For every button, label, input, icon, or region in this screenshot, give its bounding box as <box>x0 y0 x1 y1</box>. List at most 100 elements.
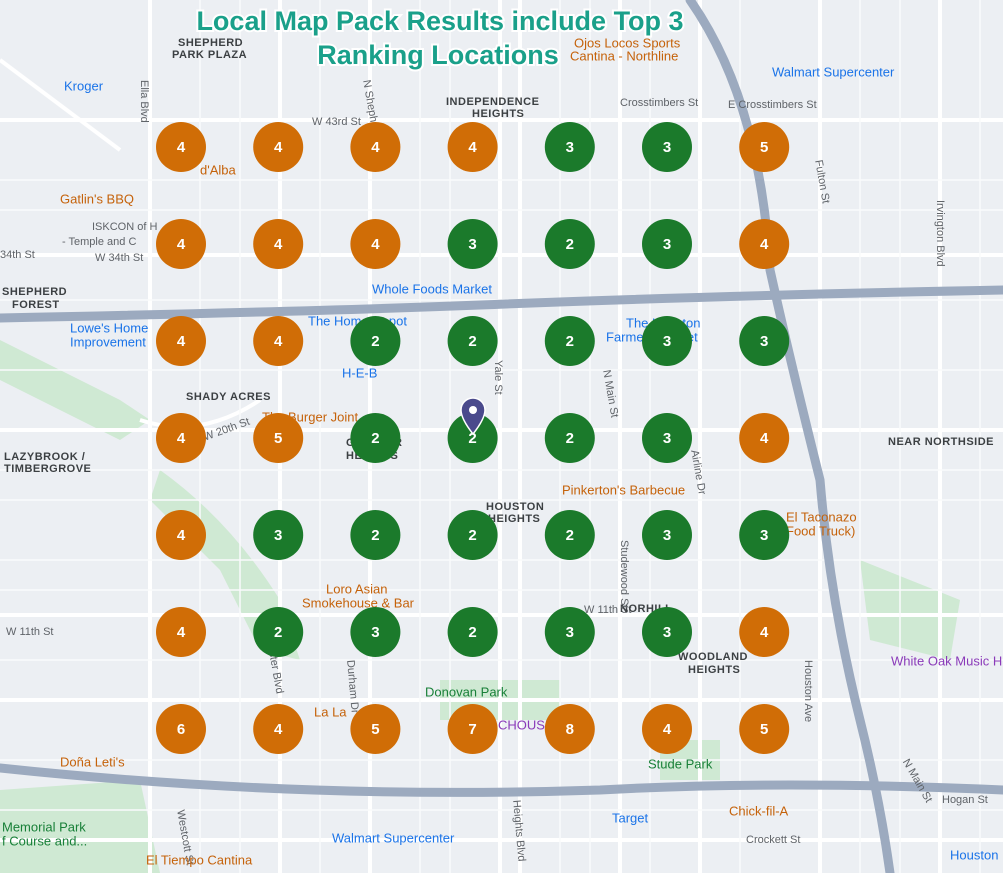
map-label: Heights Blvd <box>510 799 527 862</box>
rank-label: 4 <box>177 333 186 350</box>
rank-label: 7 <box>468 721 476 738</box>
rank-circle <box>156 413 206 463</box>
rank-label: 4 <box>371 236 380 253</box>
rank-circle <box>447 122 498 172</box>
rank-label: 3 <box>663 333 671 350</box>
map-label: Studewood St <box>618 540 630 609</box>
rank-circle <box>350 704 401 754</box>
rank-circle <box>544 219 595 269</box>
rank-circle <box>447 413 498 463</box>
rank-circle <box>253 510 304 560</box>
rank-label: 3 <box>663 139 671 156</box>
rank-label: 2 <box>566 430 574 447</box>
rank-circle <box>739 122 790 172</box>
rank-label: 2 <box>468 624 476 641</box>
rank-label: 4 <box>177 236 186 253</box>
map-label: Donovan Park <box>425 684 508 699</box>
rank-label: 3 <box>663 430 671 447</box>
map-label: W 11th St <box>6 626 53 638</box>
rank-label: 3 <box>760 333 768 350</box>
map-label: Walmart Supercenter <box>332 830 455 845</box>
map-label: Cantina - Northline <box>570 48 678 63</box>
rank-circle <box>642 316 692 366</box>
rank-label: 2 <box>468 527 476 544</box>
rank-label: 4 <box>760 236 769 253</box>
rank-circle <box>350 510 401 560</box>
rank-circle <box>156 316 206 366</box>
map-label: Walmart Supercenter <box>772 64 895 79</box>
rank-label: 4 <box>468 139 477 156</box>
rank-circle <box>544 316 595 366</box>
map-label: Kroger <box>64 78 104 93</box>
map-label: Crosstimbers St <box>620 97 698 109</box>
map-label: H-E-B <box>342 365 377 380</box>
rank-label: 3 <box>663 527 671 544</box>
rank-circle <box>447 219 498 269</box>
map-label: W 34th St <box>95 252 143 264</box>
rank-circle <box>739 704 790 754</box>
rank-circle <box>156 122 206 172</box>
rank-label: 3 <box>566 624 574 641</box>
title-line: Ranking Locations <box>317 40 559 70</box>
rank-circle <box>350 413 401 463</box>
map-label: NEAR NORTHSIDE <box>888 436 994 448</box>
rank-circle <box>350 316 401 366</box>
rank-circle <box>156 607 206 657</box>
rank-circle <box>544 510 595 560</box>
business-pin <box>460 397 486 436</box>
map-label: Stude Park <box>648 756 713 771</box>
rank-label: 2 <box>468 430 476 447</box>
map-label: W 11th St <box>584 604 631 616</box>
map-label: HEIGHTS <box>472 108 524 120</box>
rank-circle <box>156 704 206 754</box>
map-label: 34th St <box>0 249 35 261</box>
rank-circle <box>642 219 692 269</box>
map-label: SHADY ACRES <box>186 391 271 403</box>
rank-label: 5 <box>760 721 768 738</box>
map-label: Durham Dr <box>344 659 361 714</box>
rank-label: 2 <box>371 527 379 544</box>
rank-circle <box>447 704 498 754</box>
map-label: d'Alba <box>200 162 237 177</box>
rank-label: 4 <box>371 139 380 156</box>
map-label: Crockett St <box>746 834 800 846</box>
rank-circle <box>642 704 692 754</box>
rank-circle <box>253 413 304 463</box>
map-label: Loro Asian <box>326 581 387 596</box>
rank-circle <box>253 704 304 754</box>
map-label: HEIGHTS <box>488 513 540 525</box>
rank-circle <box>350 607 401 657</box>
rank-circle <box>642 510 692 560</box>
map-label: Hogan St <box>942 794 988 806</box>
rank-label: 5 <box>760 139 768 156</box>
rank-circle <box>447 607 498 657</box>
map-label: HEIGHTS <box>688 664 740 676</box>
map-label: f Course and... <box>2 833 87 848</box>
rank-label: 3 <box>566 139 574 156</box>
rank-circle <box>350 122 401 172</box>
map-label: Ella Blvd <box>138 80 150 123</box>
map-label: ISKCON of H <box>92 221 157 233</box>
map-label: Yale St <box>492 360 504 395</box>
rank-label: 2 <box>274 624 282 641</box>
rank-circle <box>253 122 304 172</box>
rank-circle <box>350 219 401 269</box>
rank-circle <box>642 413 692 463</box>
rank-grid: 4 4 4 4 3 3 5 4 4 4 3 2 3 4 4 4 2 2 2 3 3 4 5 2 2 2 3 4 4 3 2 2 2 3 3 4 2 3 2 3… <box>156 122 790 754</box>
map-label: TIMBERGROVE <box>4 463 91 475</box>
map-label: Memorial Park <box>2 819 86 834</box>
map-label: INDEPENDENCE <box>446 96 539 108</box>
map-label: W 43rd St <box>312 116 361 128</box>
rank-label: 3 <box>760 527 768 544</box>
rank-circle <box>253 219 304 269</box>
map-label: Smokehouse & Bar <box>302 595 415 610</box>
map-label: Food Truck) <box>786 523 855 538</box>
map-label: Houston Ave <box>802 660 814 722</box>
rank-label: 2 <box>566 527 574 544</box>
map-label: Lowe's Home <box>70 320 148 335</box>
map-label: Irvington Blvd <box>934 200 946 267</box>
rank-label: 2 <box>566 333 574 350</box>
